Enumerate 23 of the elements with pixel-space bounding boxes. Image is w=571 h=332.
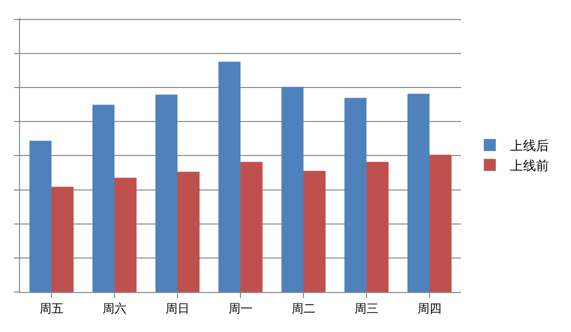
x-tick-label: 周二	[292, 301, 316, 316]
bar	[344, 98, 366, 292]
bar	[29, 140, 52, 292]
bar	[304, 170, 326, 292]
x-tick-label: 周四	[418, 301, 442, 316]
bar	[52, 186, 74, 292]
x-tick-label: 周五	[40, 301, 64, 316]
bar	[155, 94, 178, 292]
legend-label: 上线前	[510, 158, 549, 174]
bar	[114, 178, 137, 292]
bar	[281, 86, 304, 292]
bar	[366, 162, 389, 292]
x-tick-label: 周六	[102, 301, 126, 316]
x-tick-label: 周三	[354, 301, 378, 316]
bar	[92, 104, 114, 292]
bar	[430, 154, 452, 292]
bar	[178, 172, 200, 292]
legend-label: 上线后	[510, 139, 549, 154]
bar	[240, 162, 263, 292]
x-tick-label: 周一	[228, 301, 252, 316]
bar	[218, 62, 240, 292]
x-tick-label: 周日	[166, 301, 190, 316]
bar	[407, 94, 430, 292]
